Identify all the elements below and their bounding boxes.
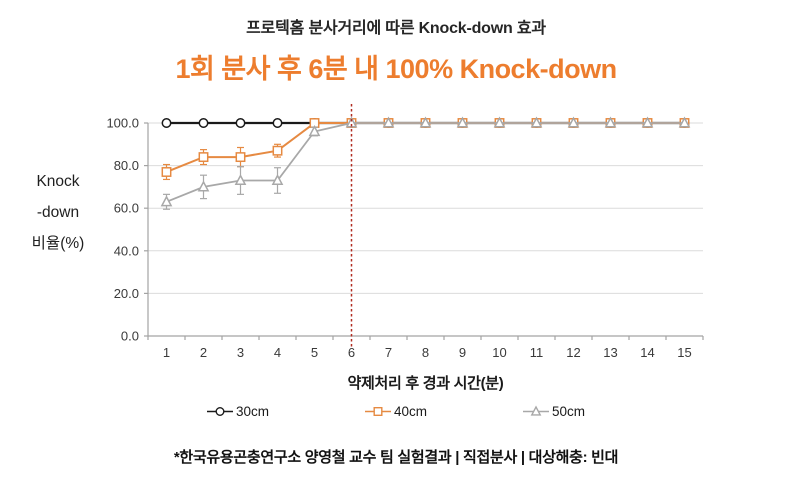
- y-tick-label-100.0: 100.0: [106, 116, 139, 131]
- series-40cm: [161, 118, 690, 181]
- data-point-40cm-min4: [272, 145, 283, 156]
- y-axis-label-line2: -down: [36, 204, 80, 221]
- x-tick-label-3: 3: [237, 345, 244, 360]
- data-point-50cm-min2: [197, 180, 210, 192]
- x-tick-label-5: 5: [311, 345, 318, 360]
- legend: 30cm 40cm 50cm: [0, 404, 792, 419]
- y-tick-label-0.0: 0.0: [121, 329, 139, 344]
- y-tick-label-80.0: 80.0: [114, 158, 139, 173]
- data-point-50cm-min4: [271, 174, 284, 186]
- legend-item-50cm: 50cm: [523, 404, 585, 419]
- legend-label-40cm: 40cm: [393, 404, 427, 419]
- data-point-40cm-min3: [235, 152, 246, 163]
- x-tick-label-10: 10: [492, 345, 506, 360]
- y-tick-label-20.0: 20.0: [114, 286, 139, 301]
- legend-square-marker-icon: [364, 407, 391, 416]
- x-tick-label-6: 6: [348, 345, 355, 360]
- y-axis-label-line1: Knock: [36, 173, 80, 190]
- x-tick-label-12: 12: [566, 345, 580, 360]
- data-point-50cm-min11: [530, 116, 543, 128]
- data-point-50cm-min1: [160, 195, 173, 207]
- x-tick-label-11: 11: [530, 345, 544, 360]
- series-50cm: [160, 116, 691, 210]
- data-point-50cm-min9: [456, 116, 469, 128]
- chart-title: 프로텍홈 분사거리에 따른 Knock-down 효과: [246, 20, 546, 37]
- x-tick-label-14: 14: [640, 345, 654, 360]
- x-tick-label-1: 1: [163, 345, 170, 360]
- x-tick-label-15: 15: [677, 345, 691, 360]
- series-line-50cm: [166, 122, 685, 203]
- footer-note: *한국유용곤충연구소 양영철 교수 팀 실험결과 | 직접분사 | 대상해충: …: [173, 449, 619, 466]
- series-line-40cm: [166, 122, 685, 173]
- x-tick-label-4: 4: [274, 345, 281, 360]
- x-tick-label-8: 8: [422, 345, 429, 360]
- chart-subtitle: 1회 분사 후 6분 내 100% Knock-down: [175, 54, 617, 84]
- data-point-50cm-min10: [493, 116, 506, 128]
- legend-label-50cm: 50cm: [552, 404, 586, 419]
- x-axis-label: 약제처리 후 경과 시간(분): [347, 375, 504, 392]
- data-point-40cm-min2: [198, 152, 209, 163]
- data-point-50cm-min3: [234, 174, 247, 186]
- data-point-30cm-min1: [161, 118, 172, 128]
- x-tick-label-13: 13: [603, 345, 617, 360]
- x-tick-label-7: 7: [385, 345, 392, 360]
- legend-item-30cm: 30cm: [206, 404, 269, 419]
- data-point-30cm-min2: [198, 118, 209, 128]
- x-tick-label-9: 9: [459, 345, 466, 360]
- legend-triangle-marker-icon: [523, 405, 549, 416]
- data-point-30cm-min4: [272, 118, 283, 128]
- data-point-50cm-min12: [567, 116, 580, 128]
- y-axis-label: Knock -down 비율(%): [8, 166, 108, 259]
- data-point-50cm-min15: [678, 116, 691, 128]
- y-axis-label-line3: 비율(%): [31, 235, 85, 252]
- legend-circle-marker-icon: [206, 407, 233, 416]
- x-tick-label-2: 2: [200, 345, 207, 360]
- data-point-50cm-min8: [419, 116, 432, 128]
- data-point-40cm-min1: [161, 167, 172, 177]
- data-point-50cm-min6: [345, 116, 358, 128]
- data-point-50cm-min13: [604, 116, 617, 128]
- y-tick-label-40.0: 40.0: [114, 243, 139, 258]
- data-point-30cm-min3: [235, 118, 246, 128]
- data-point-50cm-min14: [641, 116, 654, 128]
- y-tick-label-60.0: 60.0: [114, 201, 139, 216]
- legend-item-40cm: 40cm: [364, 404, 427, 419]
- legend-label-30cm: 30cm: [235, 404, 269, 419]
- data-point-50cm-min7: [382, 116, 395, 128]
- data-point-50cm-min5: [308, 125, 321, 137]
